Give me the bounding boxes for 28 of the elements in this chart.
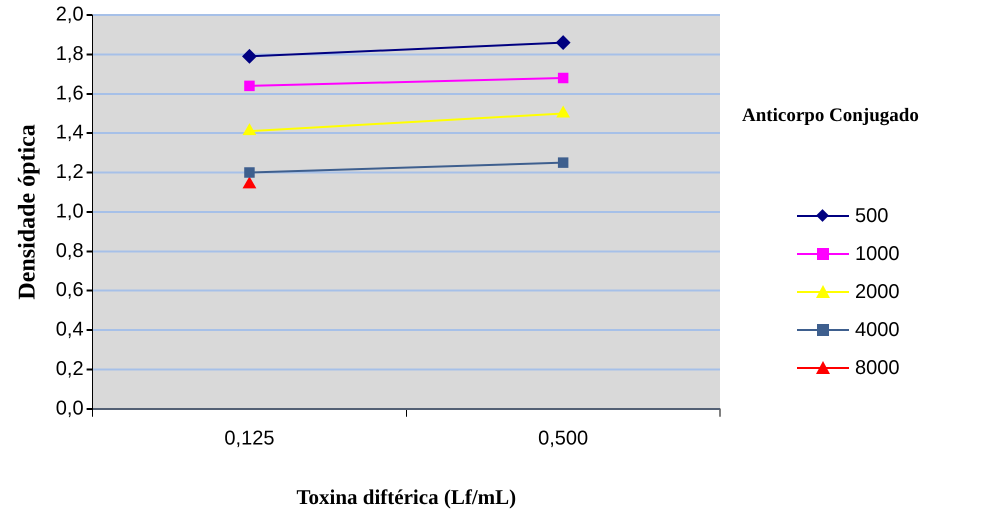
y-tick-label: 1,0 (56, 200, 84, 222)
x-axis-title: Toxina diftérica (Lf/mL) (296, 484, 516, 509)
point (244, 167, 255, 178)
y-tick-label: 1,8 (56, 42, 84, 65)
x-tick-label: 0,500 (538, 427, 588, 450)
legend-label: 8000 (855, 356, 900, 380)
y-tick-label: 0,2 (56, 358, 84, 380)
legend-label: 2000 (855, 280, 900, 304)
y-tick-label: 2,0 (56, 4, 84, 26)
y-tick-label: 0,4 (56, 318, 84, 341)
y-axis-title: Densidade óptica (14, 124, 41, 300)
y-tick-label: 1,6 (56, 82, 84, 104)
y-tick-label: 0,8 (56, 240, 84, 262)
legend-label: 1000 (855, 242, 900, 266)
point (243, 177, 256, 188)
legend-title: Anticorpo Conjugado (742, 105, 920, 127)
x-tick-label: 0,125 (224, 427, 274, 450)
point (244, 80, 255, 92)
point (242, 49, 256, 64)
y-tick-label: 1,2 (56, 161, 84, 184)
point (556, 36, 570, 50)
y-tick-label: 0,0 (56, 397, 84, 420)
y-tick-label: 0,6 (56, 279, 84, 302)
legend-label: 500 (855, 204, 888, 228)
point (558, 72, 568, 84)
point (558, 157, 568, 168)
y-tick-label: 1,4 (56, 122, 84, 144)
legend-label: 4000 (855, 318, 900, 342)
